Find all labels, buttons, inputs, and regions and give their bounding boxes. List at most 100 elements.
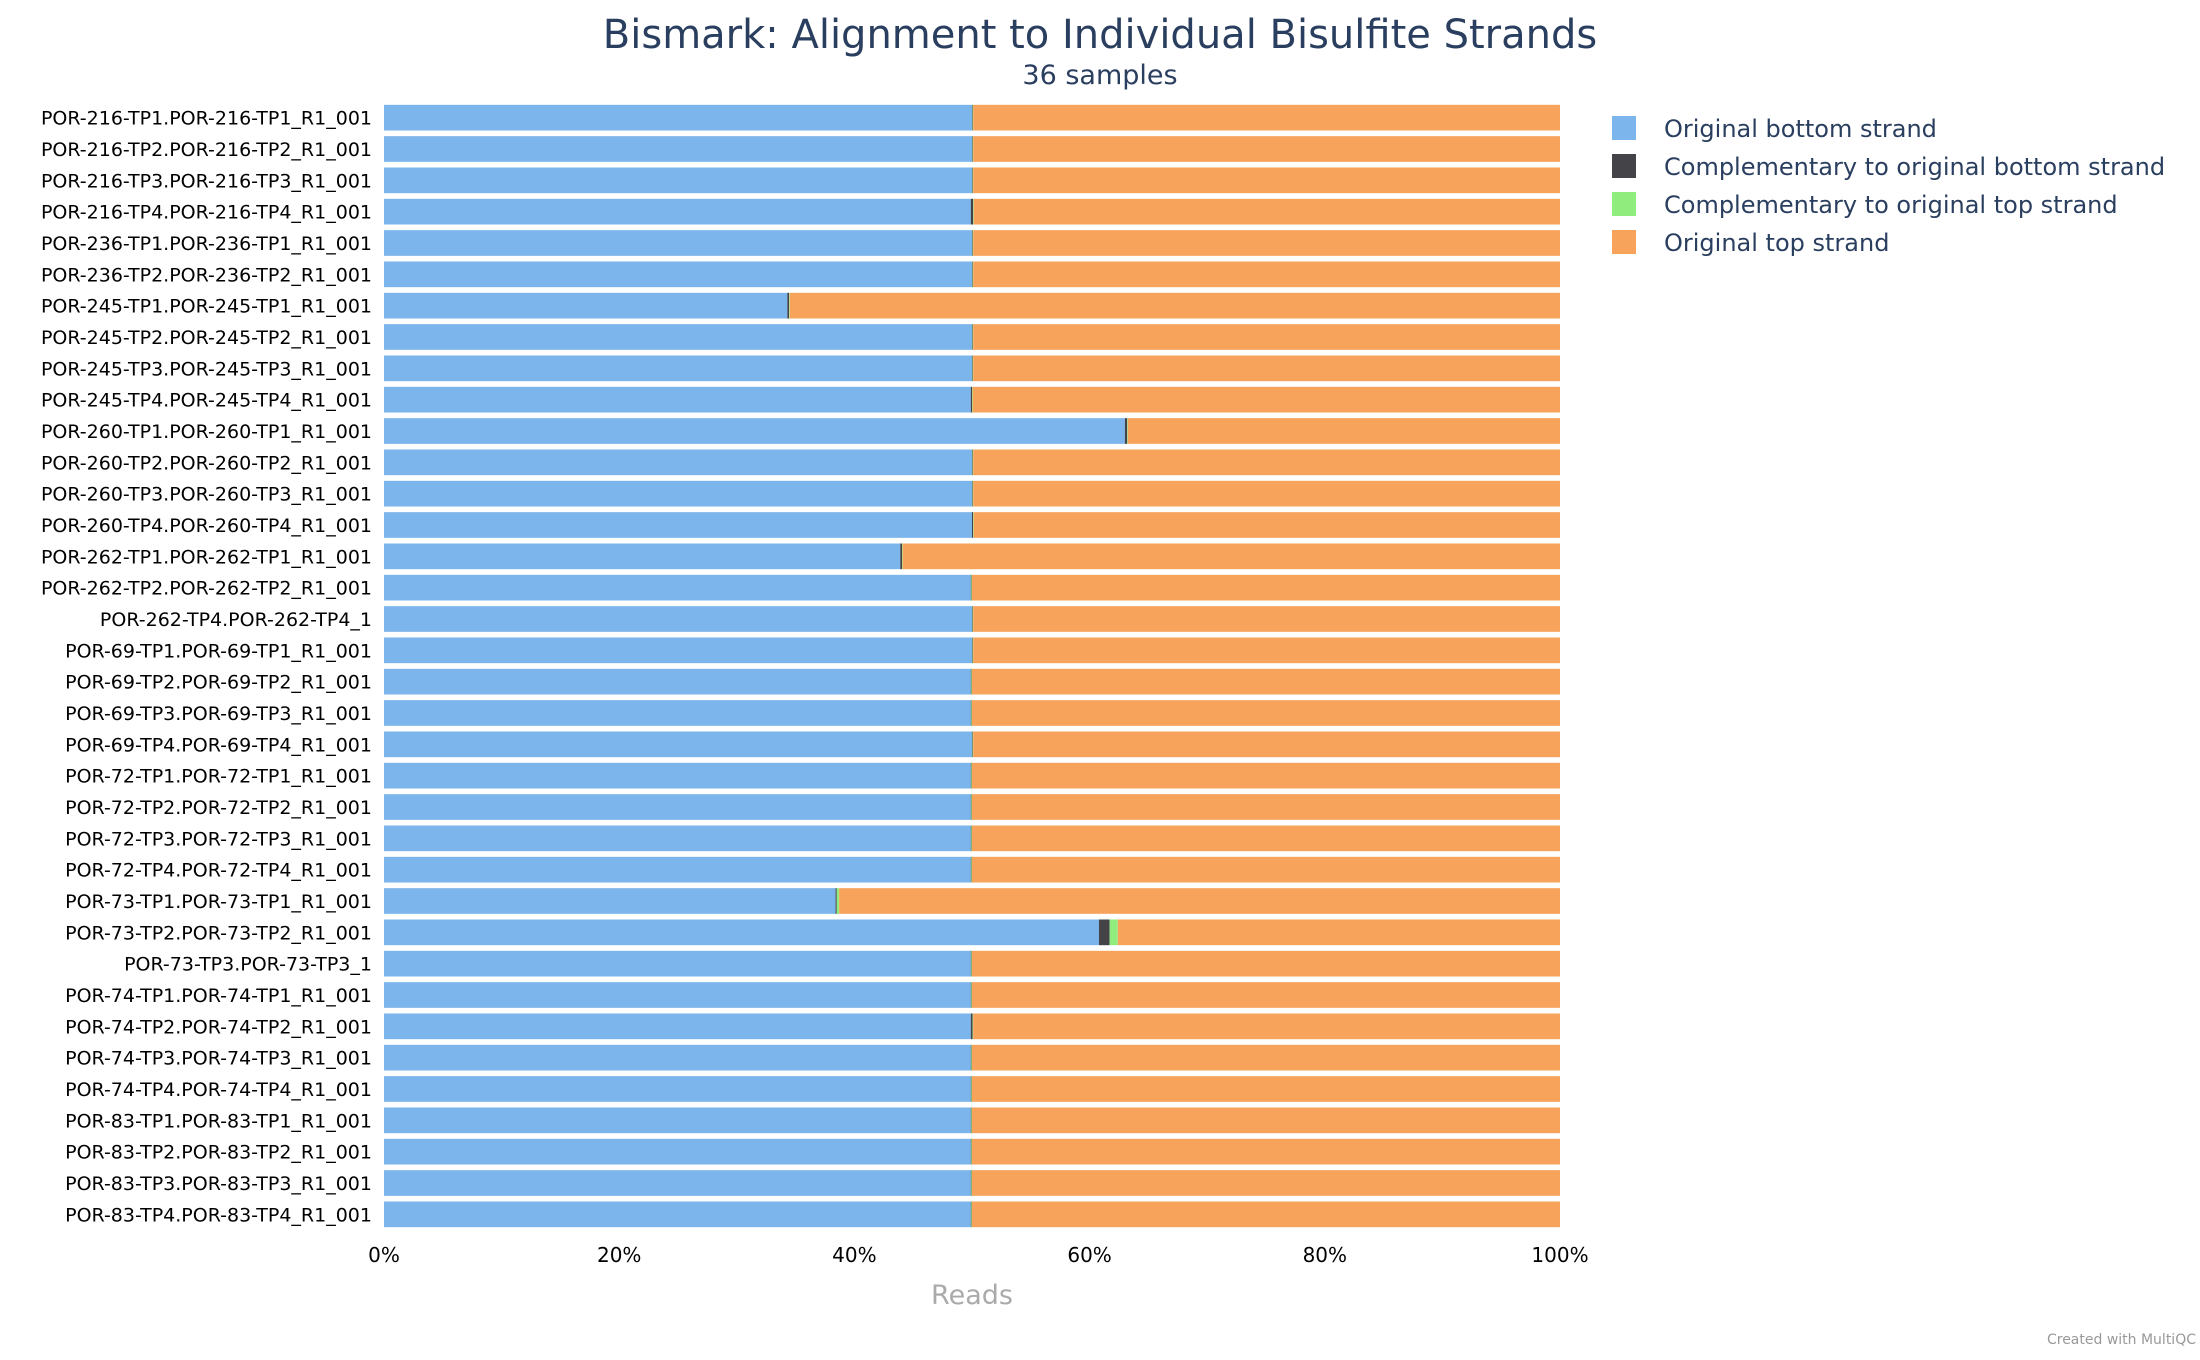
bar-segment-series-0[interactable] bbox=[384, 950, 971, 977]
bar-segment-series-1[interactable] bbox=[972, 480, 973, 507]
bar-segment-series-1[interactable] bbox=[970, 1170, 972, 1196]
bar-segment-series-2[interactable] bbox=[972, 449, 974, 476]
bar-segment-series-2[interactable] bbox=[973, 198, 974, 225]
bar-segment-series-3[interactable] bbox=[973, 637, 1560, 664]
bar-segment-series-1[interactable] bbox=[972, 167, 973, 194]
bar-segment-series-3[interactable] bbox=[972, 762, 1560, 789]
bar-segment-series-0[interactable] bbox=[384, 1044, 971, 1071]
bar-segment-series-3[interactable] bbox=[972, 1107, 1560, 1134]
bar-segment-series-1[interactable] bbox=[1099, 919, 1110, 946]
bar-segment-series-3[interactable] bbox=[973, 198, 1560, 225]
bar-segment-series-2[interactable] bbox=[972, 480, 974, 507]
bar-segment-series-2[interactable] bbox=[972, 261, 974, 288]
bar-segment-series-2[interactable] bbox=[971, 668, 972, 695]
bar-segment-series-1[interactable] bbox=[970, 1138, 972, 1165]
bar-segment-series-3[interactable] bbox=[973, 449, 1560, 476]
bar-segment-series-2[interactable] bbox=[971, 825, 972, 852]
bar-segment-series-2[interactable] bbox=[971, 1138, 972, 1165]
bar-segment-series-2[interactable] bbox=[971, 982, 972, 1008]
bar-segment-series-0[interactable] bbox=[384, 292, 788, 319]
bar-segment-series-0[interactable] bbox=[384, 230, 972, 256]
bar-segment-series-1[interactable] bbox=[972, 136, 973, 162]
bar-segment-series-0[interactable] bbox=[384, 794, 971, 820]
bar-segment-series-3[interactable] bbox=[972, 1201, 1560, 1228]
bar-segment-series-0[interactable] bbox=[384, 700, 971, 726]
bar-segment-series-3[interactable] bbox=[973, 1013, 1560, 1040]
bar-segment-series-2[interactable] bbox=[972, 355, 974, 382]
bar-segment-series-0[interactable] bbox=[384, 637, 972, 664]
bar-segment-series-2[interactable] bbox=[971, 762, 972, 789]
bar-segment-series-1[interactable] bbox=[972, 606, 973, 632]
bar-segment-series-1[interactable] bbox=[970, 1076, 972, 1102]
legend-item[interactable]: Complementary to original top strand bbox=[1612, 191, 2118, 219]
bar-segment-series-0[interactable] bbox=[384, 1013, 971, 1040]
bar-segment-series-0[interactable] bbox=[384, 449, 972, 476]
bar-segment-series-3[interactable] bbox=[973, 324, 1560, 350]
bar-segment-series-0[interactable] bbox=[384, 856, 971, 883]
bar-segment-series-0[interactable] bbox=[384, 731, 972, 758]
bar-segment-series-1[interactable] bbox=[970, 762, 972, 789]
bar-segment-series-2[interactable] bbox=[972, 637, 974, 664]
bar-segment-series-1[interactable] bbox=[972, 449, 973, 476]
bar-segment-series-0[interactable] bbox=[384, 982, 971, 1008]
bar-segment-series-2[interactable] bbox=[971, 1107, 972, 1134]
bar-segment-series-0[interactable] bbox=[384, 606, 972, 632]
bar-segment-series-3[interactable] bbox=[1127, 418, 1560, 444]
bar-segment-series-3[interactable] bbox=[839, 888, 1560, 914]
bar-segment-series-2[interactable] bbox=[902, 543, 903, 570]
bar-segment-series-3[interactable] bbox=[973, 167, 1560, 194]
bar-segment-series-2[interactable] bbox=[971, 950, 972, 977]
bar-segment-series-0[interactable] bbox=[384, 324, 972, 350]
bar-segment-series-3[interactable] bbox=[972, 950, 1560, 977]
bar-segment-series-0[interactable] bbox=[384, 1076, 971, 1102]
bar-segment-series-2[interactable] bbox=[972, 1013, 974, 1040]
bar-segment-series-3[interactable] bbox=[972, 574, 1560, 601]
bar-segment-series-2[interactable] bbox=[971, 1076, 972, 1102]
bar-segment-series-1[interactable] bbox=[900, 543, 903, 570]
bar-segment-series-1[interactable] bbox=[970, 950, 972, 977]
bar-segment-series-0[interactable] bbox=[384, 919, 1100, 946]
bar-segment-series-2[interactable] bbox=[971, 794, 972, 820]
bar-segment-series-2[interactable] bbox=[1109, 919, 1118, 946]
bar-segment-series-3[interactable] bbox=[973, 606, 1560, 632]
bar-segment-series-1[interactable] bbox=[972, 512, 974, 538]
bar-segment-series-1[interactable] bbox=[972, 355, 973, 382]
bar-segment-series-3[interactable] bbox=[973, 480, 1560, 507]
bar-segment-series-1[interactable] bbox=[972, 261, 973, 288]
bar-segment-series-3[interactable] bbox=[972, 1076, 1560, 1102]
bar-segment-series-3[interactable] bbox=[972, 700, 1560, 726]
bar-segment-series-2[interactable] bbox=[972, 386, 973, 413]
bar-segment-series-3[interactable] bbox=[973, 261, 1560, 288]
bar-segment-series-2[interactable] bbox=[972, 136, 974, 162]
bar-segment-series-2[interactable] bbox=[789, 292, 790, 319]
bar-segment-series-1[interactable] bbox=[970, 700, 972, 726]
bar-segment-series-0[interactable] bbox=[384, 888, 836, 914]
bar-segment-series-1[interactable] bbox=[972, 637, 973, 664]
bar-segment-series-0[interactable] bbox=[384, 762, 971, 789]
bar-segment-series-0[interactable] bbox=[384, 668, 971, 695]
bar-segment-series-1[interactable] bbox=[970, 856, 972, 883]
bar-segment-series-0[interactable] bbox=[384, 167, 972, 194]
bar-segment-series-2[interactable] bbox=[972, 167, 974, 194]
bar-segment-series-3[interactable] bbox=[1117, 919, 1560, 946]
bar-segment-series-3[interactable] bbox=[902, 543, 1560, 570]
bar-segment-series-0[interactable] bbox=[384, 1138, 971, 1165]
bar-segment-series-0[interactable] bbox=[384, 104, 972, 131]
bar-segment-series-1[interactable] bbox=[970, 386, 972, 413]
bar-segment-series-1[interactable] bbox=[972, 731, 973, 758]
bar-segment-series-2[interactable] bbox=[971, 1170, 972, 1196]
bar-segment-series-3[interactable] bbox=[972, 856, 1560, 883]
bar-segment-series-1[interactable] bbox=[1124, 418, 1128, 444]
bar-segment-series-1[interactable] bbox=[970, 825, 972, 852]
bar-segment-series-0[interactable] bbox=[384, 543, 901, 570]
bar-segment-series-1[interactable] bbox=[970, 1107, 972, 1134]
bar-segment-series-2[interactable] bbox=[972, 606, 974, 632]
bar-segment-series-1[interactable] bbox=[970, 982, 972, 1008]
bar-segment-series-0[interactable] bbox=[384, 1201, 971, 1228]
bar-segment-series-1[interactable] bbox=[972, 230, 973, 256]
bar-segment-series-2[interactable] bbox=[973, 512, 974, 538]
bar-segment-series-0[interactable] bbox=[384, 261, 972, 288]
bar-segment-series-2[interactable] bbox=[971, 700, 972, 726]
bar-segment-series-2[interactable] bbox=[972, 324, 974, 350]
bar-segment-series-1[interactable] bbox=[835, 888, 837, 914]
